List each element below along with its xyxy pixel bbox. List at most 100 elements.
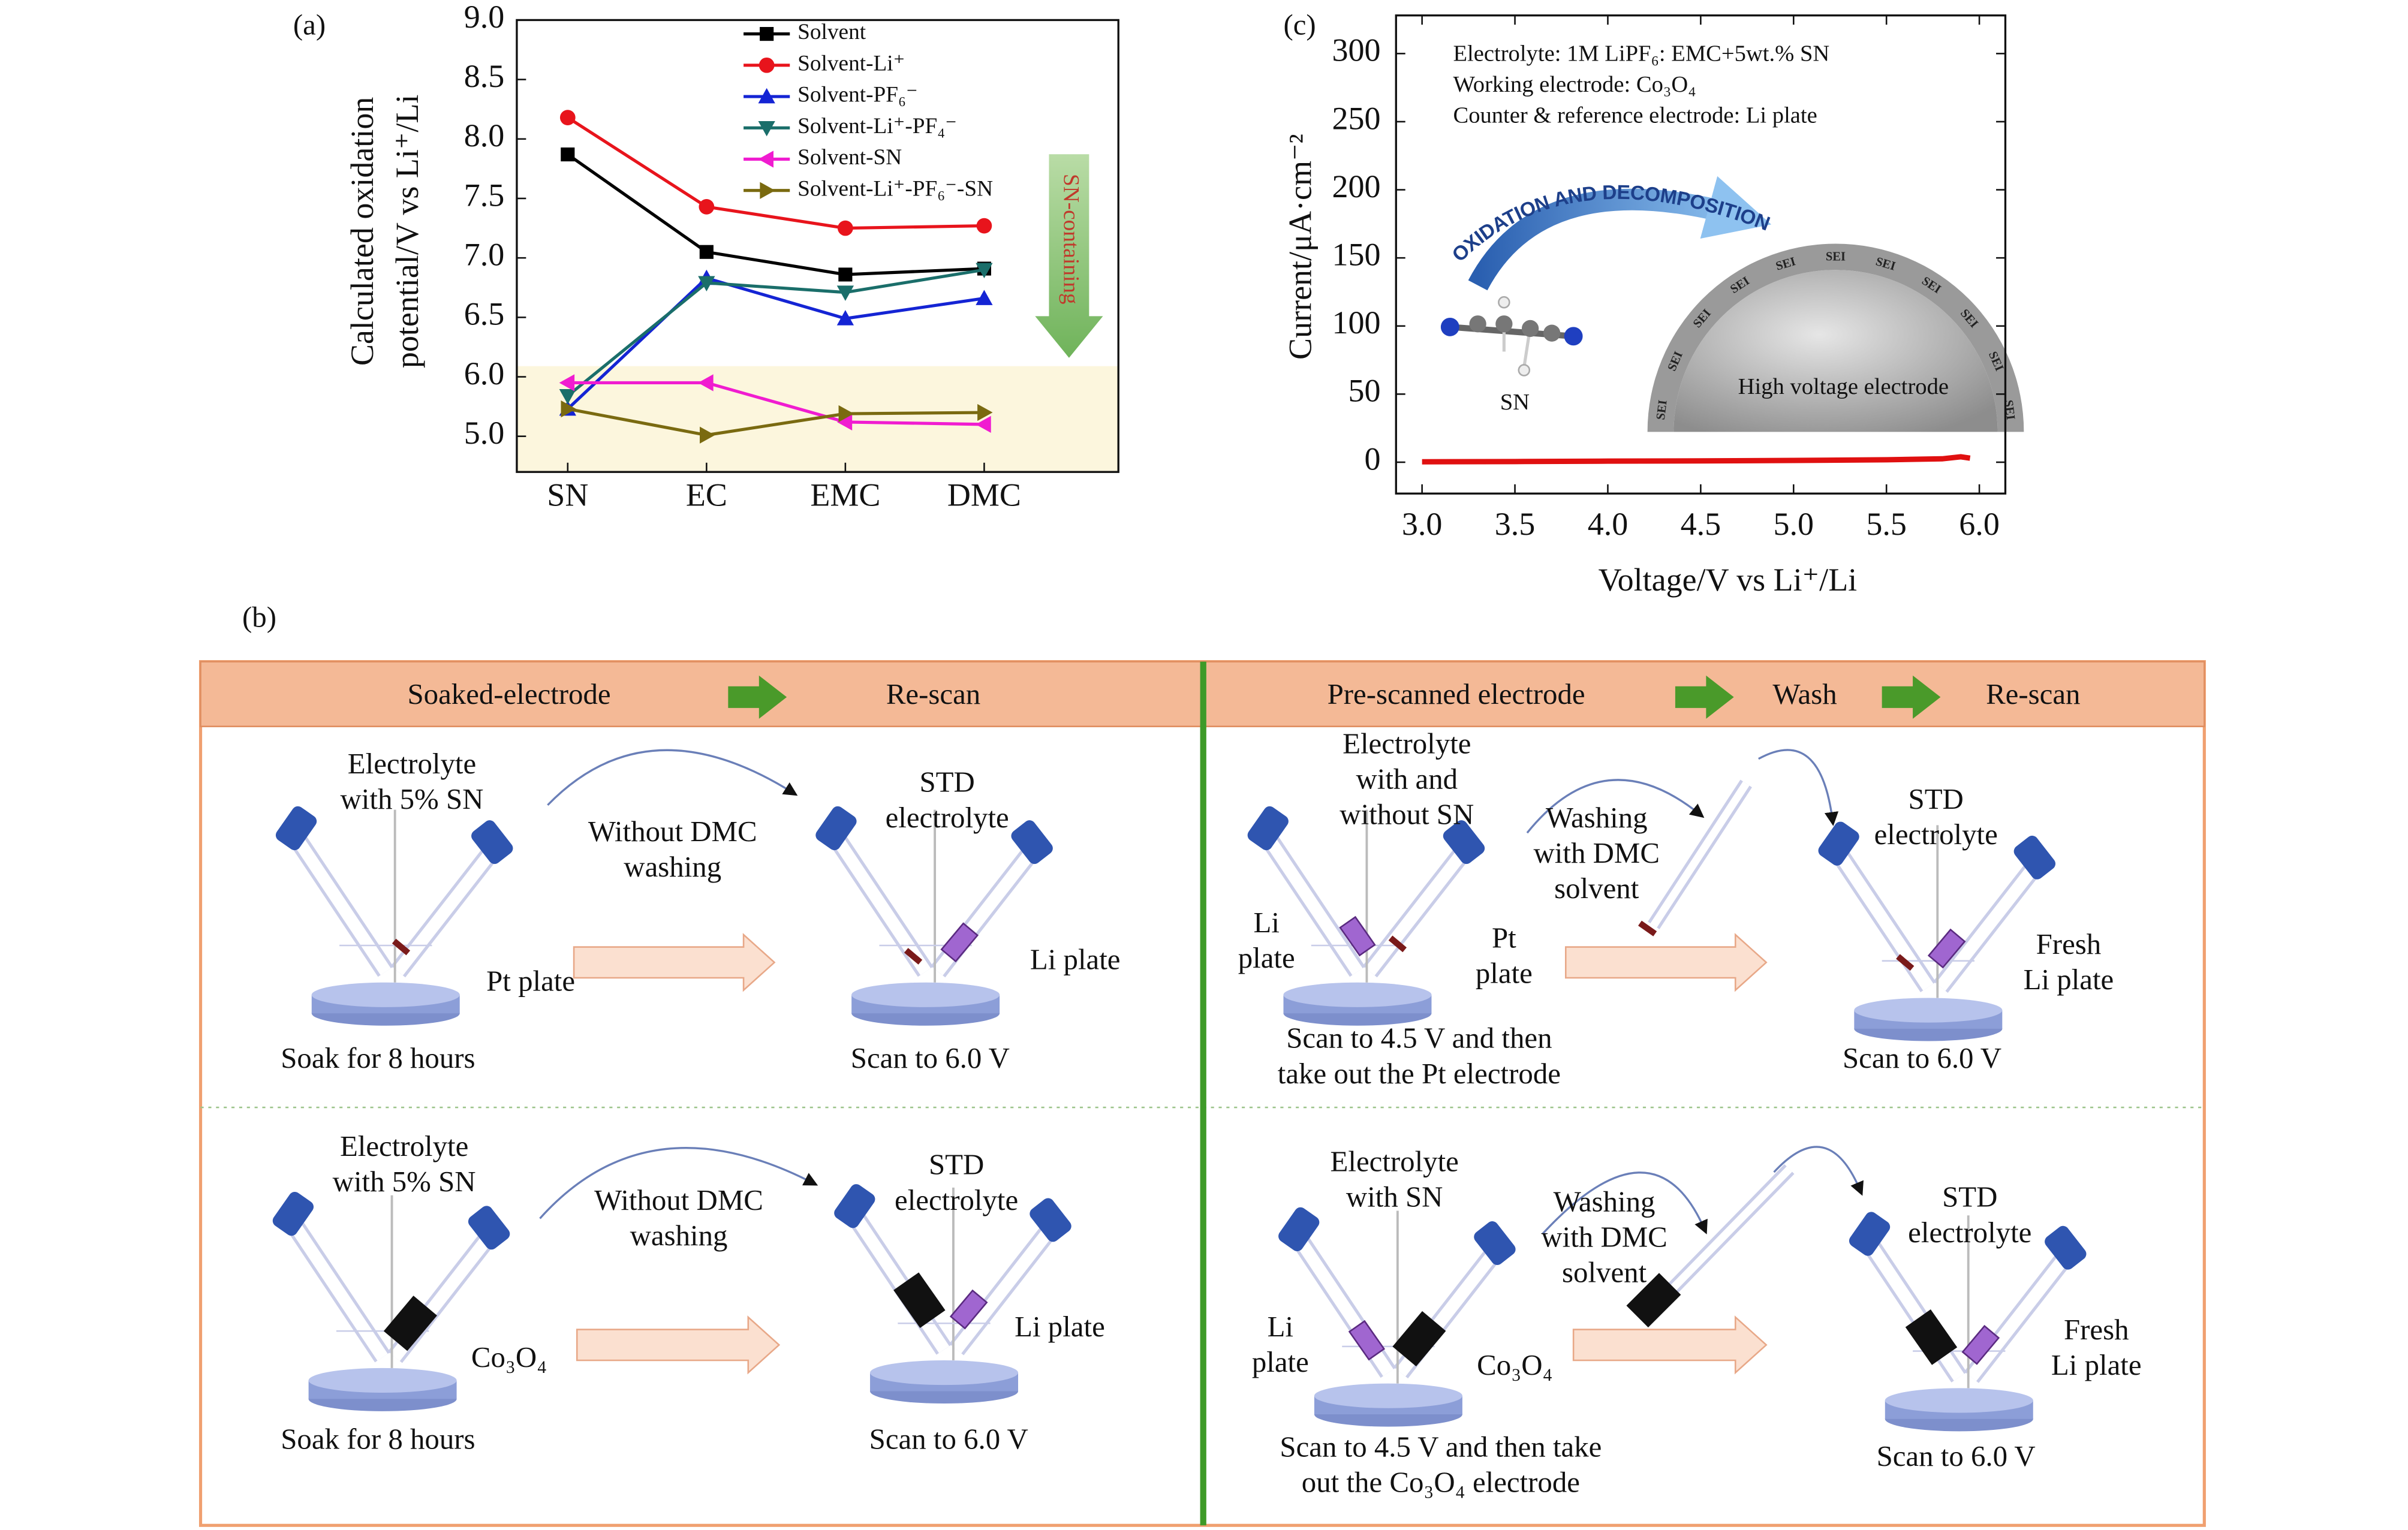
marker (838, 267, 853, 282)
marker (976, 290, 993, 305)
marker (838, 405, 854, 423)
series-line (1422, 454, 1971, 465)
series-line (567, 407, 985, 437)
series-line (567, 276, 985, 410)
diagram-label: Scan to 6.0 V (851, 1041, 1010, 1074)
co3o4-electrode (1626, 1273, 1681, 1328)
diagram-label: solvent (1562, 1256, 1647, 1289)
header-label: Wash (1772, 677, 1837, 710)
legend-marker (760, 27, 774, 41)
diagram-label: Soak for 8 hours (281, 1423, 475, 1456)
diagram-label: electrolyte (1874, 818, 1998, 851)
wash-tube (1656, 1166, 1792, 1306)
y-tick-label: 6.0 (464, 356, 505, 391)
y-tick-label: 100 (1332, 305, 1381, 341)
annotation: Electrolyte: 1M LiPF₆: EMC+5wt.% SN (1453, 41, 1829, 66)
x-tick-label: DMC (947, 477, 1021, 513)
diagram-label: Li plate (2051, 1348, 2142, 1381)
plot-frame (516, 19, 1119, 473)
marker (838, 220, 853, 236)
annotation: SN-containing (1058, 174, 1083, 305)
transfer-arrow (1572, 1315, 1768, 1375)
pt-electrode (1638, 920, 1657, 936)
x-tick-label: 3.5 (1495, 506, 1536, 542)
x-tick-label: SN (547, 477, 588, 513)
curved-arrow (547, 749, 798, 806)
diagram-label: electrolyte (1908, 1216, 2031, 1249)
annotation-arrow (1035, 154, 1103, 358)
legend-marker (758, 150, 773, 168)
diagram-label: Washing (1554, 1185, 1656, 1218)
marker (836, 285, 854, 301)
pt-electrode (392, 938, 411, 956)
marker (836, 413, 853, 431)
diagram-label: Co₃O₄ (471, 1341, 547, 1374)
y-tick-label: 0 (1365, 441, 1381, 477)
y-axis-label: Calculated oxidation (344, 97, 380, 366)
x-axis-label: Voltage/V vs Li⁺/Li (1599, 562, 1858, 598)
marker (700, 426, 715, 444)
li-electrode (1927, 928, 1966, 969)
diagram-label: Fresh (2064, 1313, 2129, 1346)
pt-electrode (1896, 954, 1915, 971)
curved-arrow (539, 1146, 818, 1219)
diagram-b: Soaked-electrode Re-scan Pre-scanned ele… (198, 660, 2206, 1527)
marker (698, 276, 715, 291)
diagram-label: Electrolyte (340, 1130, 468, 1162)
curved-arrow (1758, 749, 1839, 826)
curved-arrow (1773, 1146, 1864, 1196)
legend-label: Solvent-Li⁺-PF₄⁻ (797, 114, 957, 138)
li-electrode (1339, 915, 1376, 957)
diagram-label: Electrolyte (1331, 1145, 1459, 1178)
y-tick-label: 7.0 (464, 237, 505, 273)
sei-label: SEI (1654, 399, 1670, 421)
x-tick-label: 4.5 (1681, 506, 1721, 542)
marker (561, 400, 576, 418)
y-tick-label: 200 (1332, 168, 1381, 204)
series-line (567, 381, 985, 426)
curved-arrow (1526, 779, 1705, 834)
marker (977, 403, 993, 421)
y-tick-label: 9.0 (464, 0, 505, 35)
legend-label: Solvent-Li⁺ (797, 51, 905, 76)
transfer-arrow (576, 1315, 781, 1375)
diagram-label: Washing (1546, 801, 1648, 834)
marker (559, 374, 575, 391)
pt-electrode (1388, 935, 1407, 953)
marker (699, 199, 715, 215)
y-tick-label: 150 (1332, 237, 1381, 273)
diagram-label: Li (1253, 906, 1279, 939)
marker (836, 310, 854, 326)
legend-label: Solvent-Li⁺-PF₆⁻-SN (797, 176, 993, 201)
x-tick-label: EC (686, 477, 727, 513)
diagram-label: Co₃O₄ (1477, 1348, 1552, 1381)
header-label: Re-scan (1986, 677, 2080, 710)
marker (699, 245, 714, 259)
y-axis-label: potential/V vs Li⁺/Li (389, 95, 425, 369)
diagram-label: Pt plate (486, 965, 575, 998)
diagram-label: Li plate (1015, 1310, 1105, 1343)
marker (559, 388, 576, 405)
sei-label: SEI (2001, 399, 2017, 421)
chart-a: Calculated oxidation potential/V vs Li⁺/… (344, 0, 1119, 513)
annotation: Working electrode: Co₃O₄ (1453, 72, 1696, 97)
diagram-label: Pt (1492, 921, 1516, 954)
sei-ring (1647, 243, 2024, 432)
diagram-label: with SN (1346, 1180, 1443, 1213)
diagram-label: with 5% SN (333, 1165, 476, 1198)
diagram-label: Without DMC (594, 1183, 763, 1216)
wash-tube (1650, 781, 1750, 928)
legend-label: Solvent-SN (797, 145, 902, 170)
x-tick-label: 4.0 (1588, 506, 1629, 542)
y-tick-label: 300 (1332, 32, 1381, 68)
diagram-label: Without DMC (588, 815, 757, 848)
co3o4-electrode (1392, 1311, 1446, 1367)
diagram-label: solvent (1554, 872, 1639, 905)
diagram-label: Li plate (1030, 943, 1121, 976)
diagram-label: STD (1942, 1180, 1997, 1213)
diagram-label: without SN (1340, 798, 1474, 831)
diagram-label: Scan to 4.5 V and then (1286, 1022, 1552, 1055)
diagram-label: plate (1238, 941, 1295, 974)
diagram-label: plate (1252, 1345, 1309, 1378)
pt-electrode (904, 948, 923, 965)
